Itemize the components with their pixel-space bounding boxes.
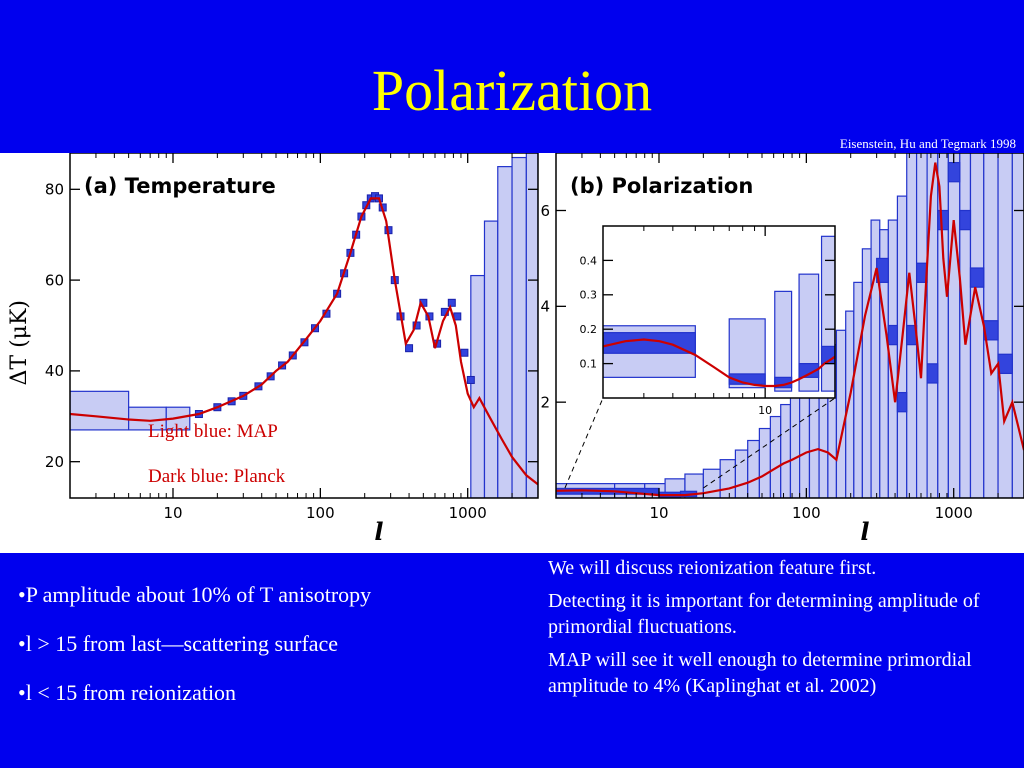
polarization-frame [555, 153, 1024, 499]
temperature-map-error-box [70, 390, 130, 431]
temperature-chart: 10 100 1000 20 40 60 80 (a) Temperature l ΔT (μK) [7, 153, 539, 546]
bullet-item: •P amplitude about 10% of T anisotropy [18, 582, 372, 607]
polarization-planck-error-box [947, 161, 961, 183]
polarization-x-tick-label: 100 [792, 504, 821, 522]
polarization-x-tick-label: 10 [649, 504, 668, 522]
polarization-chart: 10 100 1000 2 4 6 (b) Polarization l [540, 153, 1024, 546]
temperature-x-axis-label: l [374, 517, 383, 546]
legend-map-label: Light blue: MAP [148, 421, 278, 442]
polarization-x-tick-label: 1000 [935, 504, 973, 522]
inset-plot-area [603, 235, 835, 392]
polarization-map-error-box [997, 153, 1013, 498]
inset-y-tick-label: 0.3 [580, 289, 598, 302]
polarization-planck-error-box [896, 391, 908, 413]
polarization-map-error-box [926, 153, 939, 498]
inset-y-tick-label: 0.2 [580, 323, 598, 336]
polarization-map-error-box [734, 449, 749, 498]
polarization-map-error-box [947, 153, 961, 498]
polarization-map-error-box [780, 403, 792, 498]
polarization-x-axis-label: l [860, 517, 869, 546]
inset-y-tick-label: 0.1 [580, 357, 598, 370]
temperature-x-tick-label: 100 [306, 504, 335, 522]
inset-x-tick-label: 10 [758, 404, 772, 417]
polarization-map-error-box [845, 310, 855, 498]
inset-map-error-box [820, 235, 835, 392]
temperature-planck-point [405, 344, 414, 353]
polarization-planck-error-box [926, 363, 939, 384]
temperature-y-tick-label: 40 [45, 362, 64, 380]
polarization-planck-error-box [887, 324, 899, 346]
temperature-planck-point [447, 298, 456, 307]
polarization-map-error-box [1011, 153, 1024, 498]
note-paragraph: MAP will see it well enough to determine… [548, 649, 972, 697]
polarization-plot-area [556, 153, 1024, 498]
polarization-y-tick-label: 2 [540, 393, 550, 411]
temperature-title: (a) Temperature [84, 174, 276, 198]
polarization-y-tick-label: 6 [540, 202, 550, 220]
legend-planck-label: Dark blue: Planck [148, 466, 286, 487]
bullet-item: •l < 15 from reionization [18, 680, 237, 705]
temperature-y-tick-label: 60 [45, 271, 64, 289]
bullet-list: •P amplitude about 10% of T anisotropy •… [18, 582, 371, 729]
polarization-y-tick-label: 4 [540, 298, 550, 316]
inset-planck-error-box [798, 363, 820, 378]
polarization-map-error-box [758, 427, 771, 498]
polarization-map-error-box [861, 248, 872, 498]
notes-block: We will discuss reionization feature fir… [548, 556, 1018, 707]
temperature-map-error-box [497, 166, 513, 498]
inset-frame [602, 225, 836, 399]
temperature-y-tick-label: 20 [45, 453, 64, 471]
temperature-y-tick-label: 80 [45, 181, 64, 199]
slide-title: Polarization [371, 58, 653, 123]
polarization-planck-error-box [997, 353, 1013, 375]
temperature-map-error-box [483, 220, 499, 498]
polarization-map-error-box [969, 153, 985, 498]
polarization-series-line [556, 162, 1024, 497]
inset-y-tick-label: 0.4 [580, 254, 598, 267]
inset-series-line [603, 338, 835, 388]
temperature-y-axis-label: ΔT (μK) [7, 300, 32, 385]
inset-connector-line [564, 397, 604, 489]
figure-panel: 10 100 1000 20 40 60 80 (a) Temperature l ΔT (μK)… [0, 153, 1024, 553]
figure-canvas: 10 100 1000 20 40 60 80 (a) Temperature l ΔT (μK)… [7, 153, 1024, 546]
citation-credit: Eisenstein, Hu and Tegmark 1998 [839, 136, 1016, 151]
polarization-map-error-box [915, 153, 928, 498]
polarization-planck-error-box [959, 209, 972, 231]
polarization-planck-error-box [969, 267, 985, 288]
temperature-map-error-box [511, 156, 527, 498]
inset-map-error-box [774, 290, 793, 392]
polarization-planck-error-box [937, 209, 949, 231]
polarization-map-error-box [719, 459, 736, 498]
polarization-title: (b) Polarization [570, 174, 753, 198]
note-paragraph: We will discuss reionization feature fir… [548, 557, 877, 579]
inset-planck-error-box [603, 332, 696, 354]
temperature-map-error-box [525, 153, 538, 498]
inset-map-error-box [798, 273, 820, 392]
temperature-x-tick-label: 10 [163, 504, 182, 522]
temperature-plot-area [70, 153, 538, 498]
temperature-planck-point [460, 348, 469, 357]
temperature-series-line [70, 197, 538, 486]
polarization-map-error-box [835, 329, 847, 498]
polarization-map-error-box [789, 391, 801, 498]
polarization-map-error-box [769, 415, 782, 498]
temperature-x-tick-label: 1000 [449, 504, 487, 522]
temperature-planck-point [466, 375, 475, 384]
polarization-map-error-box [747, 439, 760, 498]
bullet-item: •l > 15 from last—scattering surface [18, 631, 339, 656]
polarization-map-error-box [853, 281, 863, 498]
temperature-map-error-box [470, 274, 486, 498]
inset-chart: 10 0.1 0.2 0.3 0.4 [580, 225, 836, 417]
note-paragraph: Detecting it is important for determinin… [548, 590, 980, 638]
temperature-frame [69, 153, 539, 499]
